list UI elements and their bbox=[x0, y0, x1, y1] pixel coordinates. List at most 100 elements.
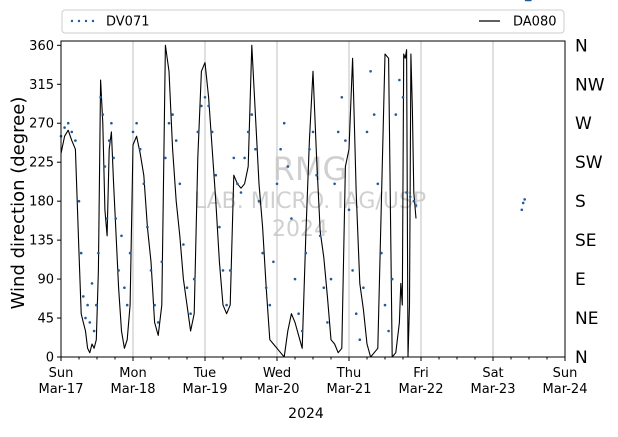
compass-label: SE bbox=[575, 231, 597, 251]
data-point-dv071 bbox=[398, 78, 401, 82]
data-point-dv071 bbox=[408, 195, 412, 199]
data-point-dv071 bbox=[149, 269, 153, 272]
x-tick-label-date: Mar-17 bbox=[39, 382, 84, 397]
data-point-dv071 bbox=[135, 121, 138, 125]
data-point-dv071 bbox=[174, 139, 178, 142]
data-point-dv071 bbox=[196, 130, 200, 134]
x-tick-label-date: Mar-21 bbox=[327, 382, 372, 397]
data-point-dv071 bbox=[160, 260, 164, 264]
data-point-dv071 bbox=[74, 139, 77, 142]
data-point-dv071 bbox=[228, 269, 232, 272]
axes-layer: 04590135180225270315360NNEESESSWWNWNSunM… bbox=[29, 36, 605, 397]
data-point-dv071 bbox=[275, 182, 279, 186]
data-point-dv071 bbox=[394, 113, 398, 116]
data-point-dv071 bbox=[88, 321, 92, 324]
data-point-dv071 bbox=[351, 269, 354, 272]
data-point-dv071 bbox=[293, 277, 297, 281]
data-point-dv071 bbox=[218, 225, 221, 229]
data-point-dv071 bbox=[257, 199, 261, 203]
y-tick-label: 45 bbox=[37, 312, 54, 327]
data-point-dv071 bbox=[279, 147, 282, 151]
data-point-dv071 bbox=[243, 156, 246, 160]
data-point-dv071 bbox=[90, 282, 94, 285]
series-line-da080 bbox=[60, 44, 417, 358]
data-point-dv071 bbox=[70, 130, 74, 134]
data-point-dv071 bbox=[236, 182, 239, 186]
y-tick-label: 0 bbox=[46, 351, 54, 366]
data-point-dv071 bbox=[207, 104, 210, 108]
data-point-dv071 bbox=[322, 286, 326, 290]
data-point-dv071 bbox=[347, 208, 351, 212]
legend-marker-dv071 bbox=[91, 19, 95, 23]
y-tick-label: 90 bbox=[37, 273, 54, 288]
legend-marker-dv071 bbox=[70, 19, 74, 23]
data-point-dv071 bbox=[372, 113, 376, 116]
x-tick-label-day: Mon bbox=[119, 366, 146, 381]
legend-marker-dv071 bbox=[77, 19, 81, 23]
compass-label: NW bbox=[575, 75, 605, 95]
data-point-dv071 bbox=[203, 96, 207, 99]
data-point-dv071 bbox=[390, 277, 394, 281]
x-tick-label-day: Thu bbox=[336, 366, 361, 381]
data-point-dv071 bbox=[82, 295, 85, 298]
data-point-dv071 bbox=[146, 225, 149, 229]
x-tick-label-day: Tue bbox=[193, 366, 216, 381]
y-tick-label: 225 bbox=[29, 156, 54, 171]
data-point-dv071 bbox=[142, 182, 146, 186]
legend-entry-dv071: DV071 bbox=[70, 15, 150, 30]
data-point-dv071 bbox=[268, 303, 272, 307]
data-point-dv071 bbox=[86, 303, 89, 307]
x-tick-label-day: Sun bbox=[49, 366, 74, 381]
data-point-dv071 bbox=[214, 173, 218, 177]
legend-label-da080: DA080 bbox=[513, 15, 557, 30]
data-point-dv071 bbox=[114, 217, 117, 220]
data-point-dv071 bbox=[329, 277, 333, 281]
data-point-dv071 bbox=[358, 338, 362, 342]
x-tick-label-day: Sat bbox=[482, 366, 503, 381]
data-point-dv071 bbox=[117, 269, 120, 272]
y-tick-label: 135 bbox=[29, 234, 54, 249]
data-point-dv071 bbox=[178, 182, 182, 186]
data-point-dv071 bbox=[246, 130, 250, 134]
data-point-dv071 bbox=[138, 147, 142, 151]
x-tick-label-day: Sun bbox=[553, 366, 578, 381]
data-point-dv071 bbox=[125, 303, 129, 307]
data-point-dv071 bbox=[326, 321, 329, 324]
compass-label: S bbox=[575, 192, 586, 212]
data-point-dv071 bbox=[333, 182, 336, 186]
compass-label: W bbox=[575, 114, 592, 134]
legend-entry-da080: DA080 bbox=[479, 15, 557, 30]
data-point-dv071 bbox=[254, 147, 257, 151]
data-point-dv071 bbox=[63, 126, 66, 129]
data-point-dv071 bbox=[164, 156, 167, 160]
data-point-dv071 bbox=[290, 217, 293, 220]
data-point-dv071 bbox=[308, 147, 311, 151]
data-point-dv071 bbox=[250, 113, 254, 116]
data-point-dv071 bbox=[225, 303, 228, 307]
data-point-dv071 bbox=[79, 251, 83, 255]
data-point-dv071 bbox=[380, 251, 383, 255]
data-point-dv071 bbox=[131, 130, 135, 134]
y-tick-label: 360 bbox=[29, 39, 54, 54]
data-point-dv071 bbox=[304, 251, 308, 255]
data-point-dv071 bbox=[200, 104, 203, 108]
data-point-dv071 bbox=[405, 191, 408, 194]
data-point-dv071 bbox=[315, 173, 318, 177]
compass-label: E bbox=[575, 270, 586, 290]
x-tick-label-date: Mar-19 bbox=[183, 382, 228, 397]
data-point-dv071 bbox=[210, 130, 214, 134]
legend-label-dv071: DV071 bbox=[106, 15, 150, 30]
data-point-dv071 bbox=[95, 303, 98, 307]
data-point-dv071 bbox=[311, 130, 315, 134]
data-point-dv071 bbox=[376, 182, 380, 186]
data-point-dv071 bbox=[318, 234, 322, 238]
data-point-dv071 bbox=[523, 198, 526, 201]
x-tick-label-date: Mar-23 bbox=[471, 382, 516, 397]
data-point-dv071 bbox=[103, 165, 107, 168]
data-point-dv071 bbox=[282, 121, 286, 125]
data-point-dv071 bbox=[101, 113, 105, 116]
data-point-dv071 bbox=[97, 251, 100, 255]
compass-label: SW bbox=[575, 153, 603, 173]
data-point-dv071 bbox=[369, 70, 372, 73]
